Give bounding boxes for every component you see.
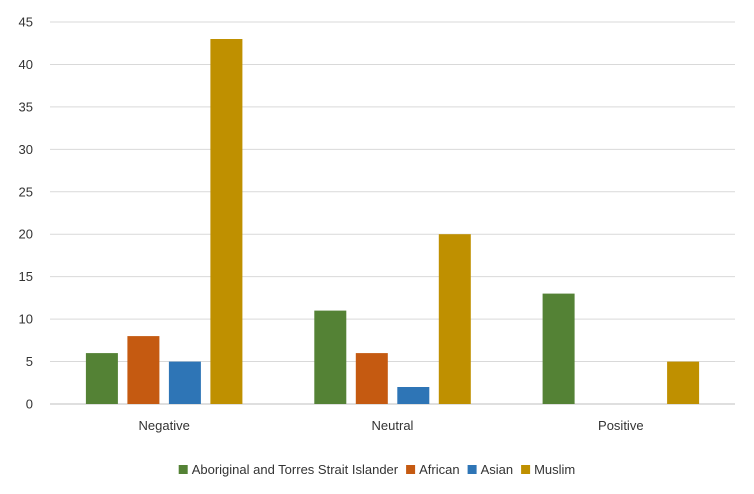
y-tick-label: 0 <box>26 397 33 412</box>
bar <box>127 336 160 404</box>
legend-label: Muslim <box>534 462 575 477</box>
x-category-label: Neutral <box>372 418 414 433</box>
gridlines <box>50 21 735 405</box>
x-axis-categories: Negative Neutral Positive <box>139 418 644 433</box>
y-tick-label: 5 <box>26 354 33 369</box>
legend-swatch <box>521 465 531 474</box>
bar <box>355 353 388 404</box>
bar <box>168 361 201 404</box>
bar <box>210 39 243 404</box>
bar <box>314 310 347 404</box>
bar <box>667 361 700 404</box>
y-axis-ticks: 0 5 10 15 20 25 30 35 40 45 <box>19 15 33 412</box>
y-tick-label: 15 <box>19 269 33 284</box>
x-category-label: Positive <box>598 418 644 433</box>
legend-label: African <box>419 462 459 477</box>
bar <box>85 353 118 404</box>
y-tick-label: 45 <box>19 15 33 30</box>
legend-label: Asian <box>481 462 514 477</box>
legend: Aboriginal and Torres Strait Islander Afr… <box>178 462 575 477</box>
bars <box>85 39 700 404</box>
y-tick-label: 40 <box>19 57 33 72</box>
y-tick-label: 20 <box>19 227 33 242</box>
y-tick-label: 35 <box>19 99 33 114</box>
bar <box>397 387 430 404</box>
bar <box>438 234 471 404</box>
y-tick-label: 25 <box>19 184 33 199</box>
y-tick-label: 30 <box>19 142 33 157</box>
bar <box>542 293 575 404</box>
legend-swatch <box>467 465 477 474</box>
y-tick-label: 10 <box>19 312 33 327</box>
legend-swatch <box>178 465 188 474</box>
legend-label: Aboriginal and Torres Strait Islander <box>192 462 399 477</box>
x-category-label: Negative <box>139 418 190 433</box>
legend-swatch <box>406 465 416 474</box>
